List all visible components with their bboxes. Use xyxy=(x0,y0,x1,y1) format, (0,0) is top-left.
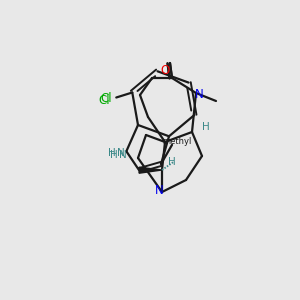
Text: H: H xyxy=(110,150,118,160)
Text: N: N xyxy=(119,150,127,160)
Text: methyl: methyl xyxy=(162,137,192,146)
Text: Cl: Cl xyxy=(100,92,112,105)
Text: N: N xyxy=(195,88,203,100)
Text: H: H xyxy=(168,157,176,167)
Text: N: N xyxy=(118,148,125,158)
Text: O: O xyxy=(160,64,169,76)
Text: Cl: Cl xyxy=(98,94,110,107)
Text: N: N xyxy=(154,184,164,197)
Text: H: H xyxy=(202,122,210,132)
Polygon shape xyxy=(139,167,162,173)
Text: H: H xyxy=(109,148,116,158)
